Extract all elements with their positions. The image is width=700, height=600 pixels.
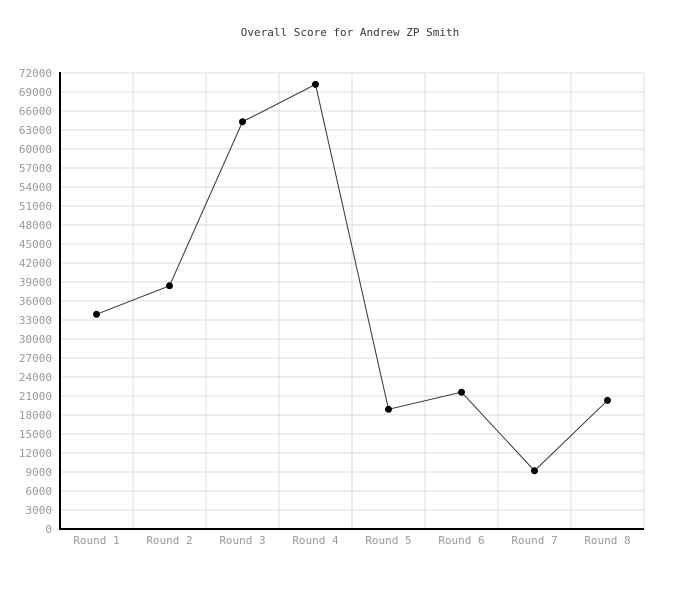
y-tick-label: 36000: [19, 295, 52, 308]
y-tick-label: 3000: [26, 504, 53, 517]
data-point: [531, 467, 538, 475]
data-point: [604, 396, 611, 404]
x-tick-label: Round 1: [73, 534, 119, 547]
y-tick-label: 12000: [19, 447, 52, 460]
y-tick-label: 30000: [19, 333, 52, 346]
y-tick-label: 51000: [19, 200, 52, 213]
y-tick-label: 6000: [26, 485, 53, 498]
series-line: [96, 83, 608, 472]
y-tick-label: 42000: [19, 257, 52, 270]
y-tick-label: 57000: [19, 162, 52, 175]
data-point: [385, 405, 392, 413]
x-tick-label: Round 7: [511, 534, 557, 547]
y-tick-label: 60000: [19, 143, 52, 156]
y-tick-label: 33000: [19, 314, 52, 327]
y-tick-label: 21000: [19, 390, 52, 403]
y-tick-label: 66000: [19, 105, 52, 118]
y-tick-label: 39000: [19, 276, 52, 289]
y-tick-label: 63000: [19, 124, 52, 137]
x-tick-label: Round 4: [292, 534, 339, 547]
y-tick-label: 69000: [19, 86, 52, 99]
y-tick-label: 15000: [19, 428, 52, 441]
data-point: [239, 118, 246, 126]
chart-title: Overall Score for Andrew ZP Smith: [240, 26, 460, 39]
x-tick-label: Round 6: [438, 534, 484, 547]
y-tick-label: 18000: [19, 409, 52, 422]
x-tick-label: Round 3: [219, 534, 265, 547]
data-point: [312, 80, 319, 88]
data-point: [166, 282, 173, 290]
y-tick-label: 48000: [19, 219, 52, 232]
y-tick-label: 72000: [19, 67, 52, 80]
x-tick-label: Round 5: [365, 534, 411, 547]
data-point: [93, 310, 100, 318]
y-tick-label: 54000: [19, 181, 52, 194]
x-tick-label: Round 8: [584, 534, 630, 547]
y-tick-label: 24000: [19, 371, 52, 384]
y-tick-label: 0: [45, 523, 52, 536]
data-point: [458, 388, 465, 396]
x-tick-label: Round 2: [146, 534, 192, 547]
y-tick-label: 27000: [19, 352, 52, 365]
y-tick-label: 45000: [19, 238, 52, 251]
y-tick-label: 9000: [26, 466, 53, 479]
